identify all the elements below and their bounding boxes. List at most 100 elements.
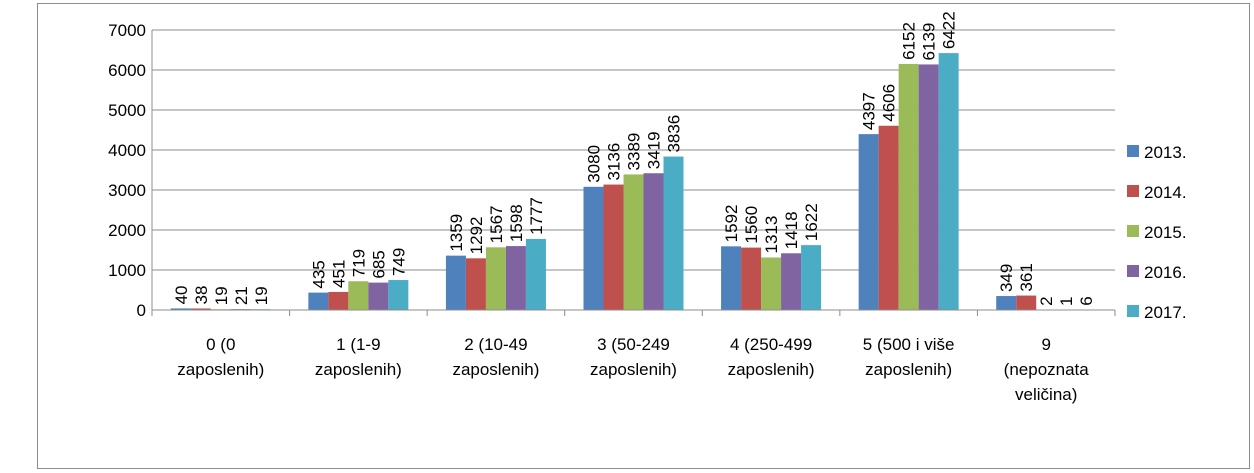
x-category-label: zaposlenih) <box>177 360 264 379</box>
axes: 0 1000 2000 3000 4000 5000 6000 7000 0 (0 zaposle… <box>108 21 1116 404</box>
bar <box>505 246 526 310</box>
data-label: 2 <box>1037 296 1056 305</box>
x-category-label: zaposlenih) <box>590 360 677 379</box>
x-category-label: zaposlenih) <box>315 360 402 379</box>
bar <box>170 308 191 310</box>
x-category-label: 3 (50-249 <box>597 335 670 354</box>
y-tick-label: 1000 <box>108 261 146 280</box>
data-label: 1592 <box>722 204 741 242</box>
data-label: 1313 <box>762 216 781 254</box>
data-label: 3419 <box>645 131 664 169</box>
data-label: 1359 <box>447 214 466 252</box>
y-tick-label: 7000 <box>108 21 146 40</box>
bar <box>741 247 762 310</box>
data-label: 40 <box>172 285 191 304</box>
legend-swatch <box>1127 265 1139 277</box>
bar <box>328 291 349 310</box>
bar <box>1016 295 1037 310</box>
data-label: 4606 <box>880 84 899 122</box>
data-label: 349 <box>997 264 1016 292</box>
bars <box>170 53 1097 311</box>
legend-label: 2015. <box>1144 223 1187 242</box>
data-label: 749 <box>389 248 408 276</box>
bar <box>801 245 822 310</box>
bar <box>898 63 919 310</box>
y-tick-label: 2000 <box>108 221 146 240</box>
legend-swatch <box>1127 305 1139 317</box>
data-label: 1777 <box>527 197 546 235</box>
data-label: 3389 <box>625 133 644 171</box>
data-label: 1292 <box>467 216 486 254</box>
data-label: 685 <box>369 250 388 278</box>
data-label: 19 <box>252 286 271 305</box>
legend-swatch <box>1127 185 1139 197</box>
bar <box>525 238 546 310</box>
data-label: 6 <box>1077 296 1096 305</box>
bar <box>781 253 802 310</box>
bar <box>583 186 604 310</box>
data-label: 19 <box>212 286 231 305</box>
bar <box>996 296 1017 310</box>
bar <box>858 134 879 310</box>
x-category-label: 2 (10-49 <box>464 335 527 354</box>
data-label: 6422 <box>940 11 959 49</box>
legend-label: 2013. <box>1144 143 1187 162</box>
bar <box>918 64 939 310</box>
y-tick-label: 6000 <box>108 61 146 80</box>
bar <box>721 246 742 310</box>
bar <box>308 292 329 310</box>
legend-swatch <box>1127 145 1139 157</box>
bar <box>643 173 664 310</box>
x-category-label: zaposlenih) <box>865 360 952 379</box>
legend-swatch <box>1127 225 1139 237</box>
y-tick-label: 0 <box>137 301 146 320</box>
bar <box>761 257 782 310</box>
x-category-label: 5 (500 i više <box>863 335 955 354</box>
data-label: 1560 <box>742 206 761 244</box>
data-label: 1418 <box>782 211 801 249</box>
legend-label: 2014. <box>1144 183 1187 202</box>
legend: 2013. 2014. 2015. 2016. 2017. <box>1127 143 1187 322</box>
y-tick-label: 4000 <box>108 141 146 160</box>
bar <box>348 281 369 310</box>
y-tick-label: 5000 <box>108 101 146 120</box>
data-label: 1567 <box>487 205 506 243</box>
data-label: 451 <box>329 260 348 288</box>
bar <box>603 184 624 310</box>
x-category-label: 9 <box>1041 335 1050 354</box>
bar <box>485 247 506 310</box>
data-label: 3136 <box>605 143 624 181</box>
data-label: 1 <box>1057 296 1076 305</box>
data-label: 3836 <box>665 115 684 153</box>
bar <box>623 174 644 310</box>
data-label: 361 <box>1017 263 1036 291</box>
data-label: 3080 <box>585 145 604 183</box>
x-category-label: 0 (0 <box>206 335 235 354</box>
x-category-label: (nepoznata <box>1004 360 1090 379</box>
legend-label: 2017. <box>1144 303 1187 322</box>
bar <box>190 308 211 310</box>
data-label: 1622 <box>802 203 821 241</box>
bar <box>368 282 389 310</box>
data-label: 21 <box>232 286 251 305</box>
data-label: 719 <box>349 249 368 277</box>
data-label: 6139 <box>920 23 939 61</box>
bar <box>663 156 684 310</box>
x-category-label: zaposlenih) <box>452 360 539 379</box>
data-label: 435 <box>309 260 328 288</box>
data-label: 1598 <box>507 204 526 242</box>
x-category-label: veličina) <box>1015 385 1077 404</box>
data-label: 4397 <box>860 92 879 130</box>
data-label: 6152 <box>900 22 919 60</box>
bar <box>878 125 899 310</box>
bar <box>388 280 409 310</box>
data-label: 38 <box>192 286 211 305</box>
bar <box>465 258 486 310</box>
legend-label: 2016. <box>1144 263 1187 282</box>
bar <box>938 53 959 311</box>
bar <box>445 255 466 310</box>
x-category-label: 1 (1-9 <box>336 335 380 354</box>
y-tick-label: 3000 <box>108 181 146 200</box>
